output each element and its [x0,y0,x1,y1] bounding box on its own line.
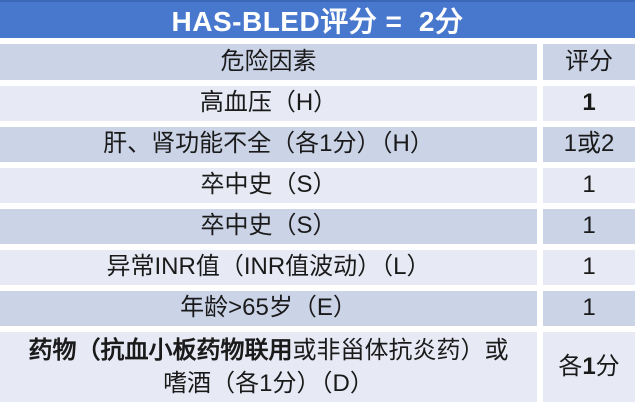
score-cell: 1 [543,86,635,121]
column-header-score: 评分 [543,44,635,80]
table-row-age-over-65: 年龄>65岁（E） 1 [0,291,635,326]
column-header-risk-factor: 危险因素 [0,44,537,80]
score-cell: 1 [543,291,635,326]
risk-factor-text: 药物（抗血小板药物联用或非甾体抗炎药）或嗜酒（各1分）（D） [29,334,509,400]
score-cell: 1 [543,250,635,285]
table-row-hypertension: 高血压（H） 1 [0,86,635,121]
table-row-stroke-history-2: 卒中史（S） 1 [0,209,635,244]
risk-factor-cell: 高血压（H） [0,86,537,121]
table-title: HAS-BLED评分 = 2分 [0,0,635,38]
table-row-liver-kidney: 肝、肾功能不全（各1分）（H） 1或2 [0,127,635,162]
score-suffix: 分 [595,352,620,380]
risk-factor-cell: 肝、肾功能不全（各1分）（H） [0,127,537,162]
table-row-stroke-history-1: 卒中史（S） 1 [0,168,635,203]
score-number: 1 [582,352,596,380]
score-cell: 1 [543,209,635,244]
risk-factor-cell: 异常INR值（INR值波动）（L） [0,250,537,285]
table-header-row: 危险因素 评分 [0,44,635,80]
risk-factor-bold-segment: 药物（抗血小板药物联用 [28,337,293,364]
score-prefix: 各 [558,352,583,380]
risk-factor-cell: 年龄>65岁（E） [0,291,537,326]
risk-factor-cell: 药物（抗血小板药物联用或非甾体抗炎药）或嗜酒（各1分）（D） [0,332,537,402]
risk-factor-cell: 卒中史（S） [0,168,537,203]
risk-factor-cell: 卒中史（S） [0,209,537,244]
score-cell: 1或2 [543,127,635,162]
has-bled-score-table: HAS-BLED评分 = 2分 危险因素 评分 高血压（H） 1 肝、肾功能不全… [0,0,635,402]
table-row-abnormal-inr: 异常INR值（INR值波动）（L） 1 [0,250,635,285]
score-cell: 1 [543,168,635,203]
risk-factor-normal-segment: 或非甾体抗炎药）或 [292,337,509,364]
risk-factor-line2: 嗜酒（各1分）（D） [163,370,374,397]
